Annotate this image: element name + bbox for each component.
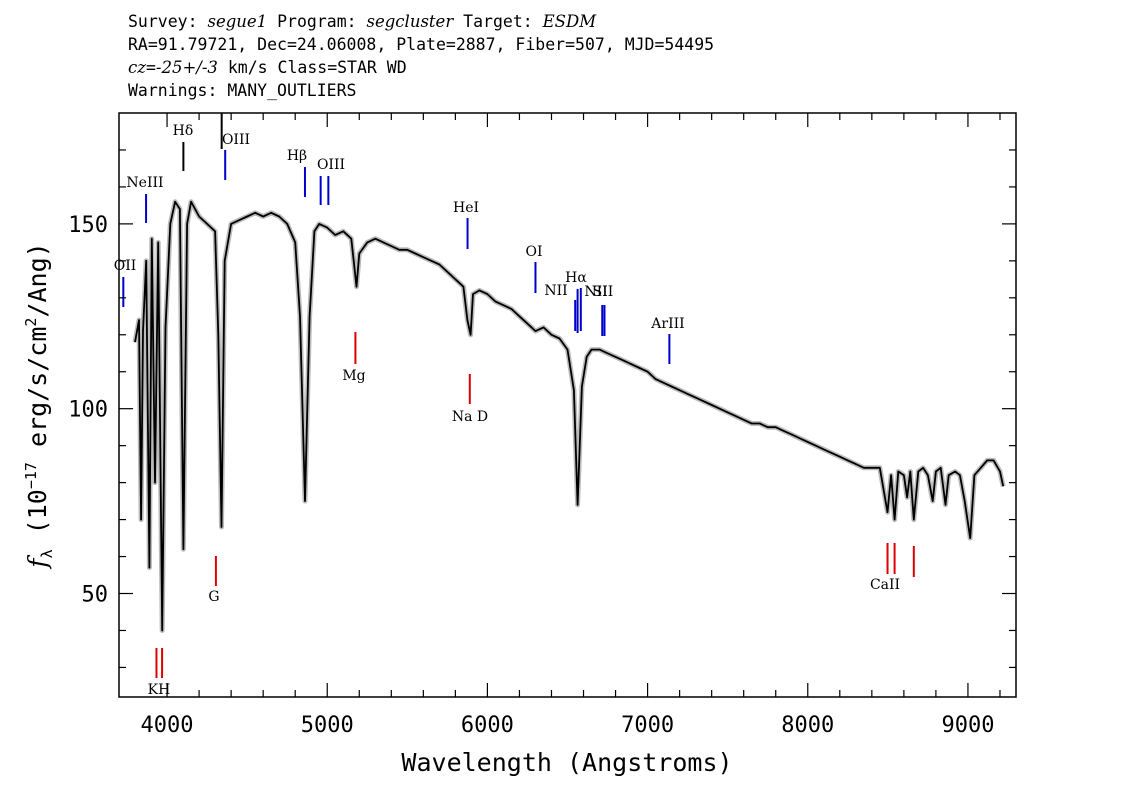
line-label: HeI (453, 200, 479, 216)
y-axis-label: fλ (10−17 erg/s/cm2/Ang) (22, 242, 56, 569)
program-value: segcluster (366, 12, 454, 31)
x-tick-label: 7000 (621, 713, 674, 738)
line-label: Mg (342, 368, 365, 384)
y-label-subscript: λ (38, 549, 56, 558)
x-tick-label: 6000 (461, 713, 514, 738)
cz-error: 3 (207, 58, 218, 77)
cz-plusminus: +/- (182, 58, 208, 77)
spectrum-line (134, 200, 1005, 632)
line-label: Hδ (173, 123, 194, 139)
line-label: OIII (222, 132, 250, 148)
x-tick-label: 8000 (781, 713, 834, 738)
cz-label: cz (128, 58, 146, 77)
line-label: NII (584, 284, 607, 300)
y-label-prefix: (10 (23, 489, 52, 534)
line-label: OII (114, 258, 137, 274)
spectrum-series (134, 200, 1005, 632)
x-tick-label: 4000 (141, 713, 194, 738)
line-label: Hα (565, 270, 587, 286)
line-label-kh: KH (148, 682, 171, 698)
program-label: Program: (267, 12, 367, 31)
line-label: Hβ (287, 148, 307, 164)
cz-equals: = (145, 58, 156, 77)
y-label-units: erg/s/cm (23, 327, 52, 462)
y-label-exponent2: 2 (22, 318, 40, 327)
survey-value: segue1 (207, 12, 268, 31)
line-label: G (208, 589, 219, 605)
error-band (132, 199, 1006, 633)
cz-value: -25 (155, 58, 183, 77)
line-label: NII (544, 283, 567, 299)
header-line-redshift: cz=-25+/-3 km/s Class=STAR WD (128, 56, 714, 79)
line-label: CaII (870, 577, 900, 593)
line-label: SII (593, 284, 614, 300)
y-tick-label: 50 (82, 583, 109, 608)
y-label-symbol: f (23, 555, 52, 570)
y-tick-label: 100 (68, 398, 108, 423)
x-tick-label: 5000 (301, 713, 354, 738)
plot-frame (118, 112, 1017, 698)
line-label: OI (525, 244, 542, 260)
line-label: OIII (317, 157, 345, 173)
header-line-warnings: Warnings: MANY_OUTLIERS (128, 81, 357, 100)
survey-label: Survey: (128, 12, 208, 31)
error-band-path (132, 199, 1006, 633)
x-axis-label: Wavelength (Angstroms) (401, 748, 732, 777)
target-label: Target: (453, 12, 543, 31)
target-value: ESDM (542, 12, 597, 31)
line-label-nad: Na D (452, 409, 488, 425)
y-tick-label: 150 (68, 213, 108, 238)
y-label-suffix: /Ang) (23, 242, 52, 317)
line-markers: OIINeIIIHδOIIIHβOIIIHeIOINIIHαNIISIIArII… (114, 113, 915, 698)
cz-class: km/s Class=STAR WD (217, 58, 407, 77)
line-label: ArIII (650, 316, 684, 332)
header-line-survey: Survey: segue1 Program: segcluster Targe… (128, 10, 714, 33)
line-label: NeIII (126, 175, 163, 191)
spectrum-header: Survey: segue1 Program: segcluster Targe… (128, 10, 714, 102)
axis-ticks: 4000 5000 6000 7000 8000 9000 50 100 150 (68, 113, 1016, 738)
x-tick-label: 9000 (941, 713, 994, 738)
header-line-coords: RA=91.79721, Dec=24.06008, Plate=2887, F… (128, 35, 715, 54)
y-label-exponent: −17 (22, 462, 40, 489)
